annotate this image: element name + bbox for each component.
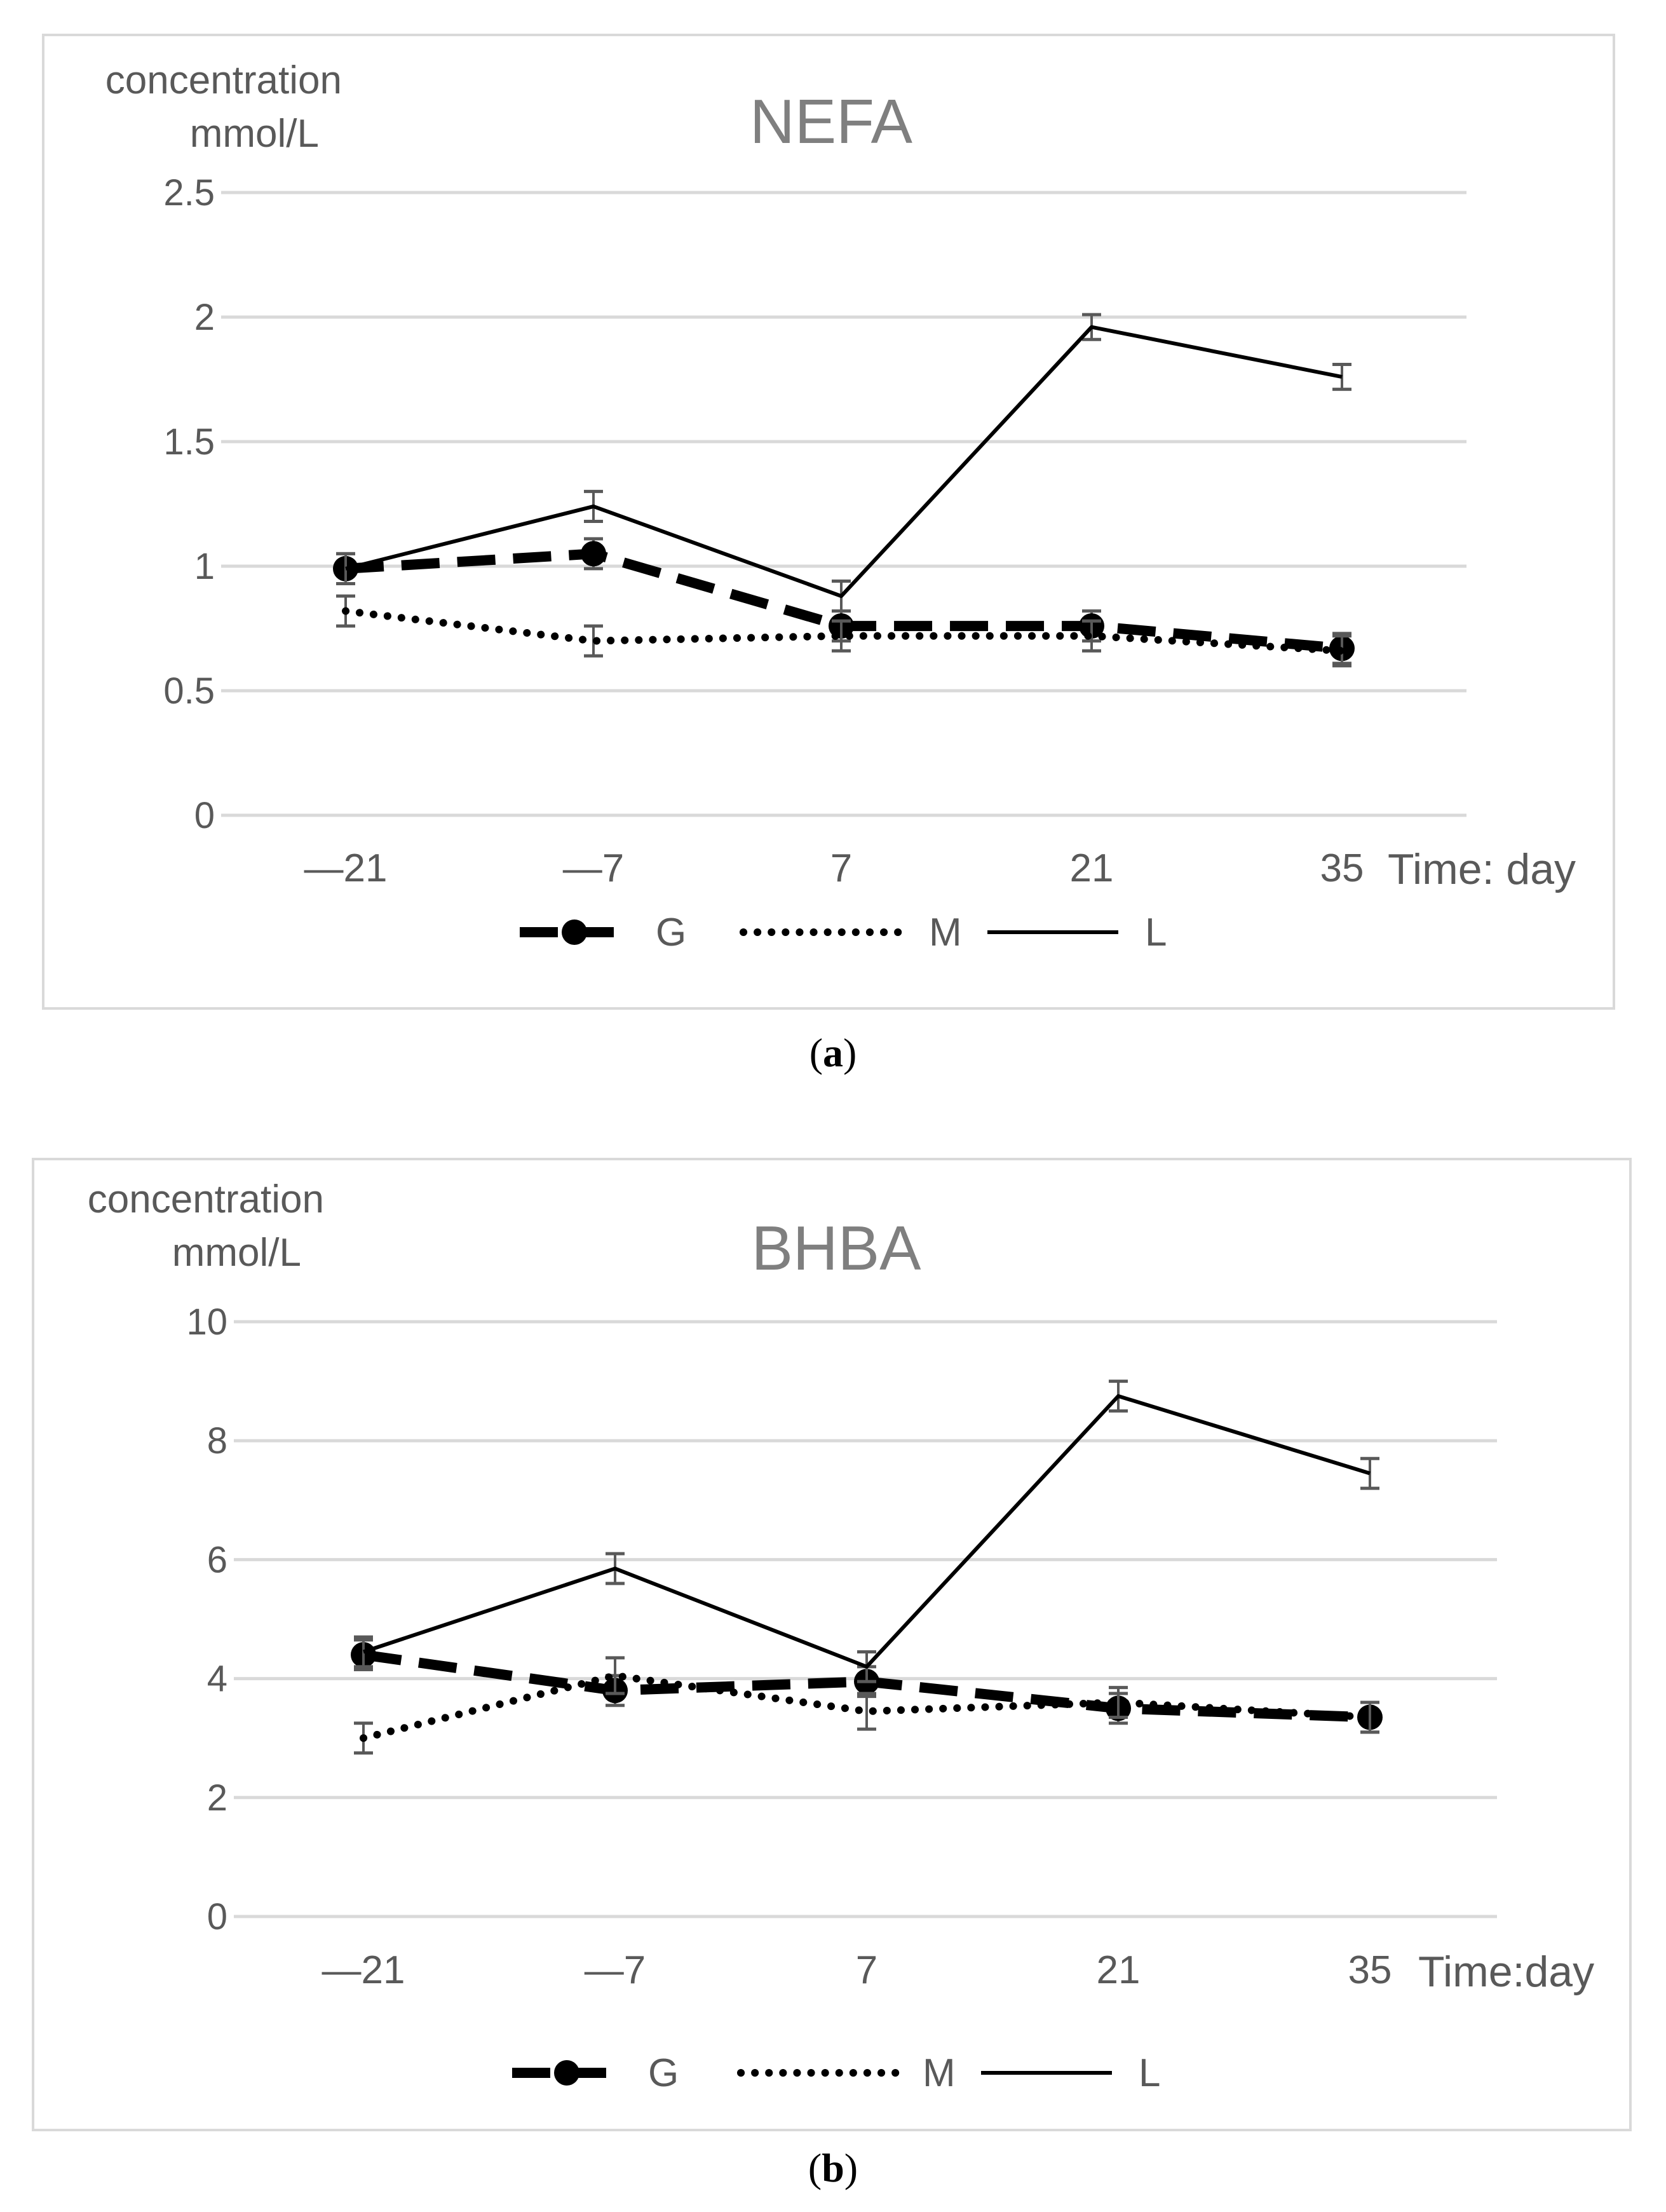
x-tick-label: 21 xyxy=(1097,1948,1141,1992)
error-bar xyxy=(606,1656,625,1695)
legend-label-L: L xyxy=(1139,2051,1160,2095)
x-tick-label: —7 xyxy=(585,1948,646,1992)
x-axis-title: Time: day xyxy=(1388,845,1576,893)
legend-item-G: G xyxy=(520,911,686,954)
legend-item-M: M xyxy=(737,2051,956,2095)
x-tick-label: —21 xyxy=(322,1948,405,1992)
series-M xyxy=(354,1656,1379,1755)
x-tick-label: —7 xyxy=(563,846,624,890)
y-axis-title-line2: mmol/L xyxy=(189,112,319,156)
y-tick-label: 0.5 xyxy=(163,670,215,712)
figure-caption-a: (a) xyxy=(809,1030,857,1075)
x-axis-title: Time:day xyxy=(1418,1948,1595,1996)
legend-item-G: G xyxy=(512,2051,679,2095)
legend-marker-G xyxy=(562,919,587,945)
y-tick-label: 4 xyxy=(207,1659,227,1700)
y-tick-label: 10 xyxy=(186,1301,227,1343)
legend-label-M: M xyxy=(929,911,962,954)
y-axis-title: concentration mmol/L xyxy=(44,54,342,161)
legend-label-M: M xyxy=(923,2051,956,2095)
y-axis-title-line1: concentration xyxy=(105,58,342,102)
series-line-L xyxy=(345,325,1343,599)
data-point-G xyxy=(581,541,606,567)
chart-nefa: 0 0.5 1 1.5 2 2.5 —21 —7 7 21 35 G M L xyxy=(163,172,1466,954)
legend-item-L: L xyxy=(981,2051,1160,2095)
y-tick-label: 8 xyxy=(207,1420,227,1462)
error-bar xyxy=(832,619,851,653)
caption-letter: a xyxy=(823,1030,843,1075)
series-line-L xyxy=(363,1394,1371,1669)
series-line-M xyxy=(342,607,1346,655)
chart-title: BHBA xyxy=(751,1213,921,1283)
chart-panel-bhba: concentration mmol/L BHBA Time:day 0 2 4 6 8… xyxy=(32,1158,1632,2131)
caption-letter: b xyxy=(822,2145,844,2190)
gridlines xyxy=(234,1320,1497,1918)
x-tick-label: 7 xyxy=(830,846,852,890)
x-tick-label: 21 xyxy=(1070,846,1114,890)
error-bar xyxy=(1360,1456,1379,1490)
x-tick-label: 35 xyxy=(1320,846,1364,890)
y-tick-label: 6 xyxy=(207,1539,227,1580)
y-axis-title-line2: mmol/L xyxy=(172,1231,301,1275)
x-tick-label: 35 xyxy=(1348,1948,1392,1992)
error-bar xyxy=(1109,1686,1128,1719)
series-L xyxy=(336,313,1351,613)
legend-label-L: L xyxy=(1145,911,1167,954)
x-tick-label: 7 xyxy=(856,1948,877,1992)
y-tick-label: 1 xyxy=(194,546,215,587)
error-bar xyxy=(857,1692,876,1731)
chart-bhba: 0 2 4 6 8 10 —21 —7 7 21 35 G M L xyxy=(186,1301,1497,2095)
y-tick-label: 0 xyxy=(207,1896,227,1937)
legend-item-L: L xyxy=(987,911,1167,954)
legend-label-G: G xyxy=(656,911,686,954)
y-tick-label: 0 xyxy=(194,795,215,836)
y-axis-title: concentration mmol/L xyxy=(34,1173,324,1280)
series-M xyxy=(336,594,1351,668)
x-tick-label: —21 xyxy=(304,846,388,890)
series-L xyxy=(354,1380,1379,1683)
chart-panel-nefa: concentration mmol/L NEFA Time: day 0 0.5… xyxy=(42,34,1615,1010)
y-tick-label: 1.5 xyxy=(163,421,215,463)
chart-title: NEFA xyxy=(750,86,912,156)
y-axis-title-line1: concentration xyxy=(87,1177,324,1221)
figure-caption-b: (b) xyxy=(808,2145,858,2190)
y-tick-label: 2 xyxy=(207,1777,227,1819)
legend-label-G: G xyxy=(648,2051,679,2095)
y-tick-label: 2.5 xyxy=(163,172,215,214)
y-tick-label: 2 xyxy=(194,297,215,338)
legend-item-M: M xyxy=(740,911,962,954)
error-bar xyxy=(1360,1700,1379,1734)
legend-marker-G xyxy=(554,2060,579,2086)
error-bar xyxy=(336,552,355,585)
gridlines xyxy=(221,191,1466,817)
